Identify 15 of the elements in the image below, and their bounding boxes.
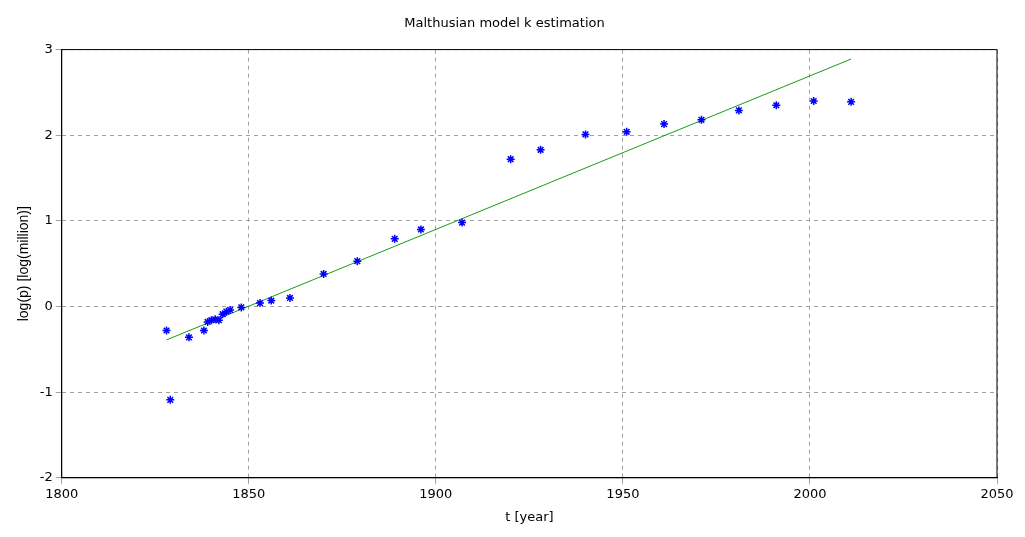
x-tick-label: 1950 [606, 485, 640, 501]
x-tick-label: 2000 [793, 485, 827, 501]
x-tick-label: 1900 [419, 485, 453, 501]
x-tick-label: 1850 [232, 485, 266, 501]
x-tick-label: 2050 [980, 485, 1014, 501]
y-tick-label: 3 [44, 40, 53, 56]
y-tick-label: 1 [44, 212, 53, 228]
y-tick-label: -1 [39, 383, 53, 399]
chart-title: Malthusian model k estimation [404, 15, 605, 31]
x-axis-title: t [year] [505, 508, 554, 524]
y-axis-title: log(p) [log(million)] [15, 206, 32, 322]
y-tick-label: 2 [44, 126, 53, 142]
y-tick-label: 0 [44, 297, 53, 313]
x-tick-label: 1800 [45, 485, 79, 501]
y-tick-label: -2 [39, 469, 53, 485]
